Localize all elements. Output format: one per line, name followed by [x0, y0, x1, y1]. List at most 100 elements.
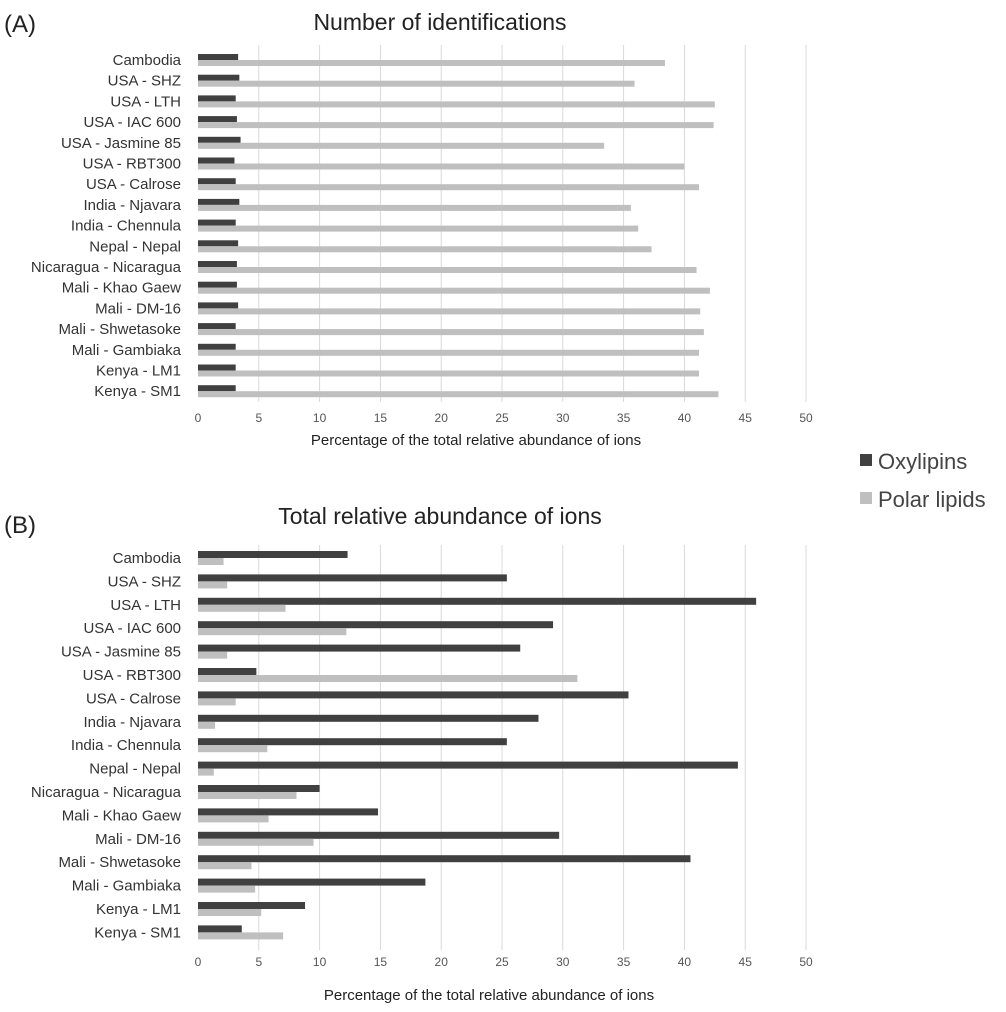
bar-a-oxylipins-8	[198, 219, 236, 226]
category-label-b-1: USA - SHZ	[108, 573, 181, 590]
bar-a-oxylipins-11	[198, 281, 237, 288]
category-label-a-5: USA - RBT300	[83, 156, 181, 173]
bar-b-oxylipins-12	[198, 831, 560, 839]
bar-b-oxylipins-7	[198, 714, 539, 722]
category-label-a-10: Nicaragua - Nicaragua	[31, 259, 182, 276]
bar-b-oxylipins-1	[198, 574, 507, 582]
legend-swatch-polar-lipids	[860, 492, 872, 504]
bar-b-oxylipins-15	[198, 902, 306, 909]
bar-a-oxylipins-3	[198, 116, 237, 123]
bar-a-polar-lipids-2	[198, 101, 715, 108]
x-tick-label-a-50: 50	[799, 411, 813, 425]
category-label-b-11: Mali - Khao Gaew	[62, 807, 181, 824]
bar-a-oxylipins-5	[198, 157, 235, 164]
bar-a-polar-lipids-3	[198, 122, 714, 129]
chart-title-b: Total relative abundance of ions	[278, 503, 602, 529]
bar-b-polar-lipids-7	[198, 721, 216, 729]
x-tick-label-b-35: 35	[617, 955, 631, 969]
panel-label-b: (B)	[4, 512, 36, 539]
x-tick-label-b-5: 5	[255, 955, 262, 969]
bar-b-polar-lipids-8	[198, 745, 268, 753]
category-label-a-12: Mali - DM-16	[95, 300, 181, 317]
panel-label-a: (A)	[4, 11, 36, 38]
x-tick-label-b-30: 30	[556, 955, 570, 969]
bar-a-oxylipins-9	[198, 240, 239, 247]
bar-a-oxylipins-14	[198, 343, 236, 350]
category-label-a-11: Mali - Khao Gaew	[62, 280, 181, 297]
bar-b-polar-lipids-1	[198, 581, 228, 589]
bar-b-oxylipins-14	[198, 878, 426, 886]
category-label-b-5: USA - RBT300	[83, 667, 181, 684]
x-tick-label-a-0: 0	[195, 411, 202, 425]
bar-b-oxylipins-3	[198, 621, 554, 629]
bar-b-oxylipins-13	[198, 855, 691, 863]
bar-a-polar-lipids-5	[198, 163, 685, 170]
bar-a-oxylipins-4	[198, 136, 241, 143]
bar-b-oxylipins-9	[198, 761, 738, 769]
bar-b-oxylipins-5	[198, 668, 257, 675]
x-tick-label-a-35: 35	[617, 411, 631, 425]
x-tick-label-b-45: 45	[739, 955, 753, 969]
bar-a-oxylipins-13	[198, 323, 236, 330]
bar-a-oxylipins-10	[198, 261, 237, 267]
category-label-b-7: India - Njavara	[83, 714, 181, 731]
category-label-b-14: Mali - Gambiaka	[72, 878, 182, 895]
category-label-a-13: Mali - Shwetasoke	[58, 321, 181, 338]
category-label-a-16: Kenya - SM1	[94, 383, 181, 400]
x-tick-label-a-15: 15	[374, 411, 388, 425]
bar-b-polar-lipids-12	[198, 838, 314, 846]
x-tick-label-a-20: 20	[435, 411, 449, 425]
category-label-b-6: USA - Calrose	[86, 690, 181, 707]
category-label-b-12: Mali - DM-16	[95, 831, 181, 848]
category-label-a-8: India - Chennula	[71, 218, 182, 235]
category-label-b-9: Nepal - Nepal	[89, 761, 181, 778]
bar-a-oxylipins-2	[198, 95, 236, 102]
category-label-b-13: Mali - Shwetasoke	[58, 854, 181, 871]
x-tick-label-a-10: 10	[313, 411, 327, 425]
bar-a-polar-lipids-1	[198, 80, 635, 87]
bar-b-oxylipins-8	[198, 738, 507, 746]
x-tick-label-a-45: 45	[739, 411, 753, 425]
bar-a-oxylipins-0	[198, 54, 239, 60]
legend-label-oxylipins: Oxylipins	[878, 449, 967, 474]
x-tick-label-a-40: 40	[678, 411, 692, 425]
bar-b-oxylipins-6	[198, 691, 629, 699]
bar-b-polar-lipids-16	[198, 932, 284, 940]
bar-a-oxylipins-15	[198, 364, 236, 371]
bar-b-polar-lipids-14	[198, 885, 256, 893]
bar-b-polar-lipids-6	[198, 698, 236, 706]
bar-a-polar-lipids-9	[198, 246, 652, 253]
bar-b-polar-lipids-2	[198, 604, 286, 612]
category-label-b-15: Kenya - LM1	[96, 901, 181, 918]
bar-b-oxylipins-2	[198, 597, 757, 605]
category-label-b-16: Kenya - SM1	[94, 924, 181, 941]
bar-b-polar-lipids-10	[198, 792, 297, 799]
bar-a-polar-lipids-8	[198, 225, 639, 232]
category-label-a-9: Nepal - Nepal	[89, 238, 181, 255]
category-label-b-0: Cambodia	[113, 550, 182, 567]
chart-b: (B) Total relative abundance of ions Per…	[4, 503, 813, 1004]
x-axis-title-b: Percentage of the total relative abundan…	[324, 987, 654, 1004]
bar-a-polar-lipids-4	[198, 142, 605, 149]
x-tick-label-a-30: 30	[556, 411, 570, 425]
bar-a-polar-lipids-16	[198, 391, 719, 398]
category-label-b-2: USA - LTH	[110, 597, 181, 614]
x-tick-label-a-25: 25	[495, 411, 509, 425]
x-tick-label-a-5: 5	[255, 411, 262, 425]
bar-a-polar-lipids-14	[198, 349, 699, 356]
bar-a-polar-lipids-0	[198, 60, 665, 66]
bar-b-oxylipins-16	[198, 925, 242, 933]
bar-a-oxylipins-16	[198, 385, 236, 392]
legend: Oxylipins Polar lipids	[860, 449, 986, 512]
category-label-a-3: USA - IAC 600	[83, 114, 181, 131]
x-tick-label-b-20: 20	[435, 955, 449, 969]
bar-b-polar-lipids-5	[198, 675, 578, 682]
bar-b-polar-lipids-3	[198, 628, 347, 636]
x-tick-label-b-40: 40	[678, 955, 692, 969]
bar-b-polar-lipids-9	[198, 768, 214, 776]
category-label-a-7: India - Njavara	[83, 197, 181, 214]
bar-a-polar-lipids-7	[198, 204, 631, 211]
category-label-a-14: Mali - Gambiaka	[72, 342, 182, 359]
category-label-b-8: India - Chennula	[71, 737, 182, 754]
